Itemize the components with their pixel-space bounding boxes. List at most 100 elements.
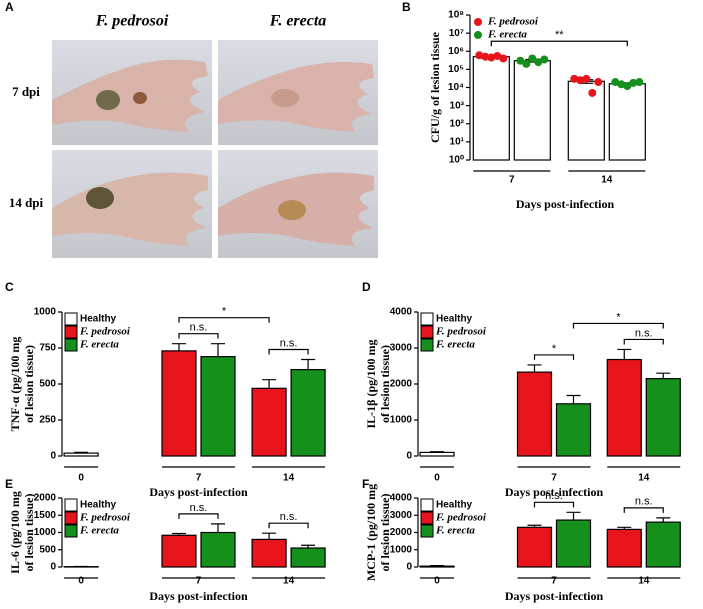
- significance-bracket: [533, 354, 575, 360]
- y-tick-label: 1000: [34, 307, 57, 318]
- x-axis-label: Days post-infection: [149, 589, 248, 603]
- x-tick-label: 14: [638, 576, 650, 587]
- error-bar: [566, 511, 581, 521]
- error-bar: [301, 544, 316, 549]
- significance-bracket: [490, 40, 628, 47]
- x-axis-label: Days post-infection: [505, 589, 604, 603]
- data-point: [576, 76, 585, 85]
- panel-letter: E: [5, 477, 13, 491]
- y-tick-label: 10⁵: [448, 64, 464, 75]
- y-tick-label: 1000: [390, 544, 413, 555]
- x-axis-label: Days post-infection: [149, 485, 248, 499]
- legend-label: Healthy: [436, 314, 473, 325]
- y-tick-label: 3000: [390, 510, 413, 521]
- bar: [419, 565, 455, 568]
- legend-label: Healthy: [436, 500, 473, 511]
- y-tick-label: 250: [39, 415, 56, 426]
- legend-label: F. erecta: [79, 339, 119, 351]
- error-bar: [566, 394, 581, 404]
- error-bar: [430, 565, 445, 567]
- y-axis-label: TNF-α (pg/100 mg: [8, 337, 22, 432]
- error-bar: [617, 348, 632, 360]
- bar: [251, 538, 287, 568]
- significance-label: n.s.: [190, 502, 208, 514]
- column-label: F. pedrosoi: [95, 13, 169, 30]
- error-bar: [430, 451, 445, 453]
- x-tick-label: 7: [509, 175, 515, 186]
- significance-bracket: [533, 501, 575, 508]
- y-tick-label: 0: [50, 562, 56, 573]
- bar: [555, 519, 592, 568]
- x-tick-label: 14: [283, 473, 295, 484]
- legend-swatch: [64, 498, 78, 512]
- x-tick-label: 0: [78, 473, 84, 484]
- panel-letter: C: [5, 280, 14, 294]
- significance-bracket: [623, 507, 664, 513]
- error-bar: [656, 372, 671, 379]
- photo: [52, 150, 212, 258]
- x-axis-label: Days post-infection: [516, 197, 615, 211]
- legend-label: F. pedrosoi: [79, 326, 131, 338]
- bar: [251, 387, 287, 457]
- y-tick-label: 10⁸: [448, 10, 464, 21]
- data-point: [534, 58, 543, 67]
- error-bar: [527, 364, 542, 373]
- bar: [161, 534, 197, 568]
- x-tick-label: 14: [283, 576, 295, 587]
- y-tick-label: 500: [39, 544, 56, 555]
- legend-swatch: [64, 338, 78, 352]
- significance-bracket: [178, 513, 219, 519]
- legend-swatch: [420, 498, 434, 512]
- x-tick-label: 7: [551, 473, 557, 484]
- legend-swatch: [420, 338, 434, 352]
- y-axis-label: MCP-1 (pg/100 mg: [364, 484, 378, 581]
- legend-label: F. pedrosoi: [435, 326, 487, 338]
- bar: [290, 547, 326, 568]
- legend-swatch: [420, 524, 434, 538]
- significance-bracket: [178, 317, 270, 323]
- y-tick-label: 0: [50, 451, 56, 462]
- data-point: [475, 51, 484, 60]
- data-point: [516, 56, 525, 65]
- x-tick-label: 14: [601, 175, 613, 186]
- bar: [63, 452, 99, 457]
- bar: [645, 521, 681, 568]
- y-tick-label: 500: [39, 379, 56, 390]
- significance-label: n.s.: [635, 327, 653, 339]
- significance-label: **: [555, 29, 564, 41]
- bar: [555, 403, 592, 457]
- legend-swatch: [64, 511, 78, 525]
- y-axis-label: IL-1β (pg/100 mg: [364, 340, 378, 429]
- error-bar: [527, 524, 542, 528]
- data-point: [594, 78, 603, 87]
- x-tick-label: 14: [638, 473, 650, 484]
- panel-letter: A: [5, 0, 14, 14]
- y-tick-label: 1000: [390, 415, 413, 426]
- panel-a: A F. pedrosoi F. erecta 7 dpi 14 dpi: [5, 0, 378, 258]
- row-label: 7 dpi: [12, 84, 40, 99]
- legend-label: Healthy: [80, 314, 117, 325]
- data-point: [540, 55, 549, 64]
- y-tick-label: 2000: [390, 527, 413, 538]
- legend-swatch: [420, 511, 434, 525]
- y-tick-label: 10⁴: [448, 82, 464, 93]
- y-tick-label: 2000: [34, 493, 57, 504]
- panel-letter: F: [362, 477, 369, 491]
- error-bar: [262, 532, 277, 540]
- legend-swatch: [64, 524, 78, 538]
- significance-label: *: [552, 343, 557, 355]
- y-axis-label: of lesion tissue): [378, 493, 392, 571]
- data-point: [522, 59, 531, 68]
- error-bar: [262, 379, 277, 389]
- x-tick-label: 7: [551, 576, 557, 587]
- y-axis-label: of lesion tissue): [22, 493, 36, 571]
- bar: [161, 350, 197, 457]
- bar: [606, 528, 642, 568]
- legend-label: F. pedrosoi: [435, 512, 487, 524]
- significance-bracket: [268, 348, 309, 355]
- error-bar: [617, 526, 632, 530]
- photo: [218, 40, 378, 145]
- y-tick-label: 10⁷: [449, 28, 464, 39]
- y-tick-label: 3000: [390, 343, 413, 354]
